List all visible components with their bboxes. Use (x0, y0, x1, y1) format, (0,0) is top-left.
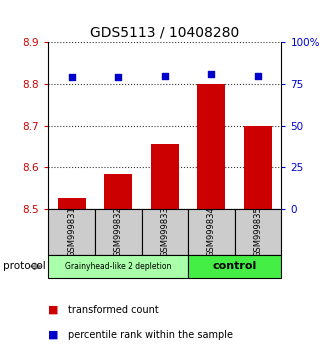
Text: GSM999835: GSM999835 (253, 206, 263, 257)
Text: control: control (213, 261, 257, 272)
Bar (48, 209, 95, 255)
Text: transformed count: transformed count (68, 305, 159, 315)
Point (69, 75, 74, 80)
Bar (58, 199, 86, 209)
Text: GSM999834: GSM999834 (207, 206, 216, 257)
Bar (188, 209, 235, 255)
Point (255, 73, 261, 79)
Text: GSM999831: GSM999831 (67, 206, 76, 257)
Bar (235, 209, 281, 255)
Text: protocol: protocol (3, 261, 46, 272)
Point (162, 73, 167, 79)
Bar (48, 255, 188, 278)
Text: Grainyhead-like 2 depletion: Grainyhead-like 2 depletion (65, 262, 171, 271)
Text: GSM999832: GSM999832 (114, 206, 123, 257)
Bar (197, 84, 225, 209)
Text: ■: ■ (48, 305, 59, 315)
Title: GDS5113 / 10408280: GDS5113 / 10408280 (90, 26, 239, 40)
Point (209, 71, 214, 77)
Text: percentile rank within the sample: percentile rank within the sample (68, 330, 233, 339)
Bar (142, 209, 188, 255)
Point (116, 75, 121, 80)
Text: GSM999833: GSM999833 (160, 206, 169, 257)
Bar (188, 255, 281, 278)
Bar (151, 144, 179, 209)
Bar (95, 209, 142, 255)
Text: ■: ■ (48, 330, 59, 339)
Bar (244, 126, 272, 209)
Bar (104, 173, 132, 209)
